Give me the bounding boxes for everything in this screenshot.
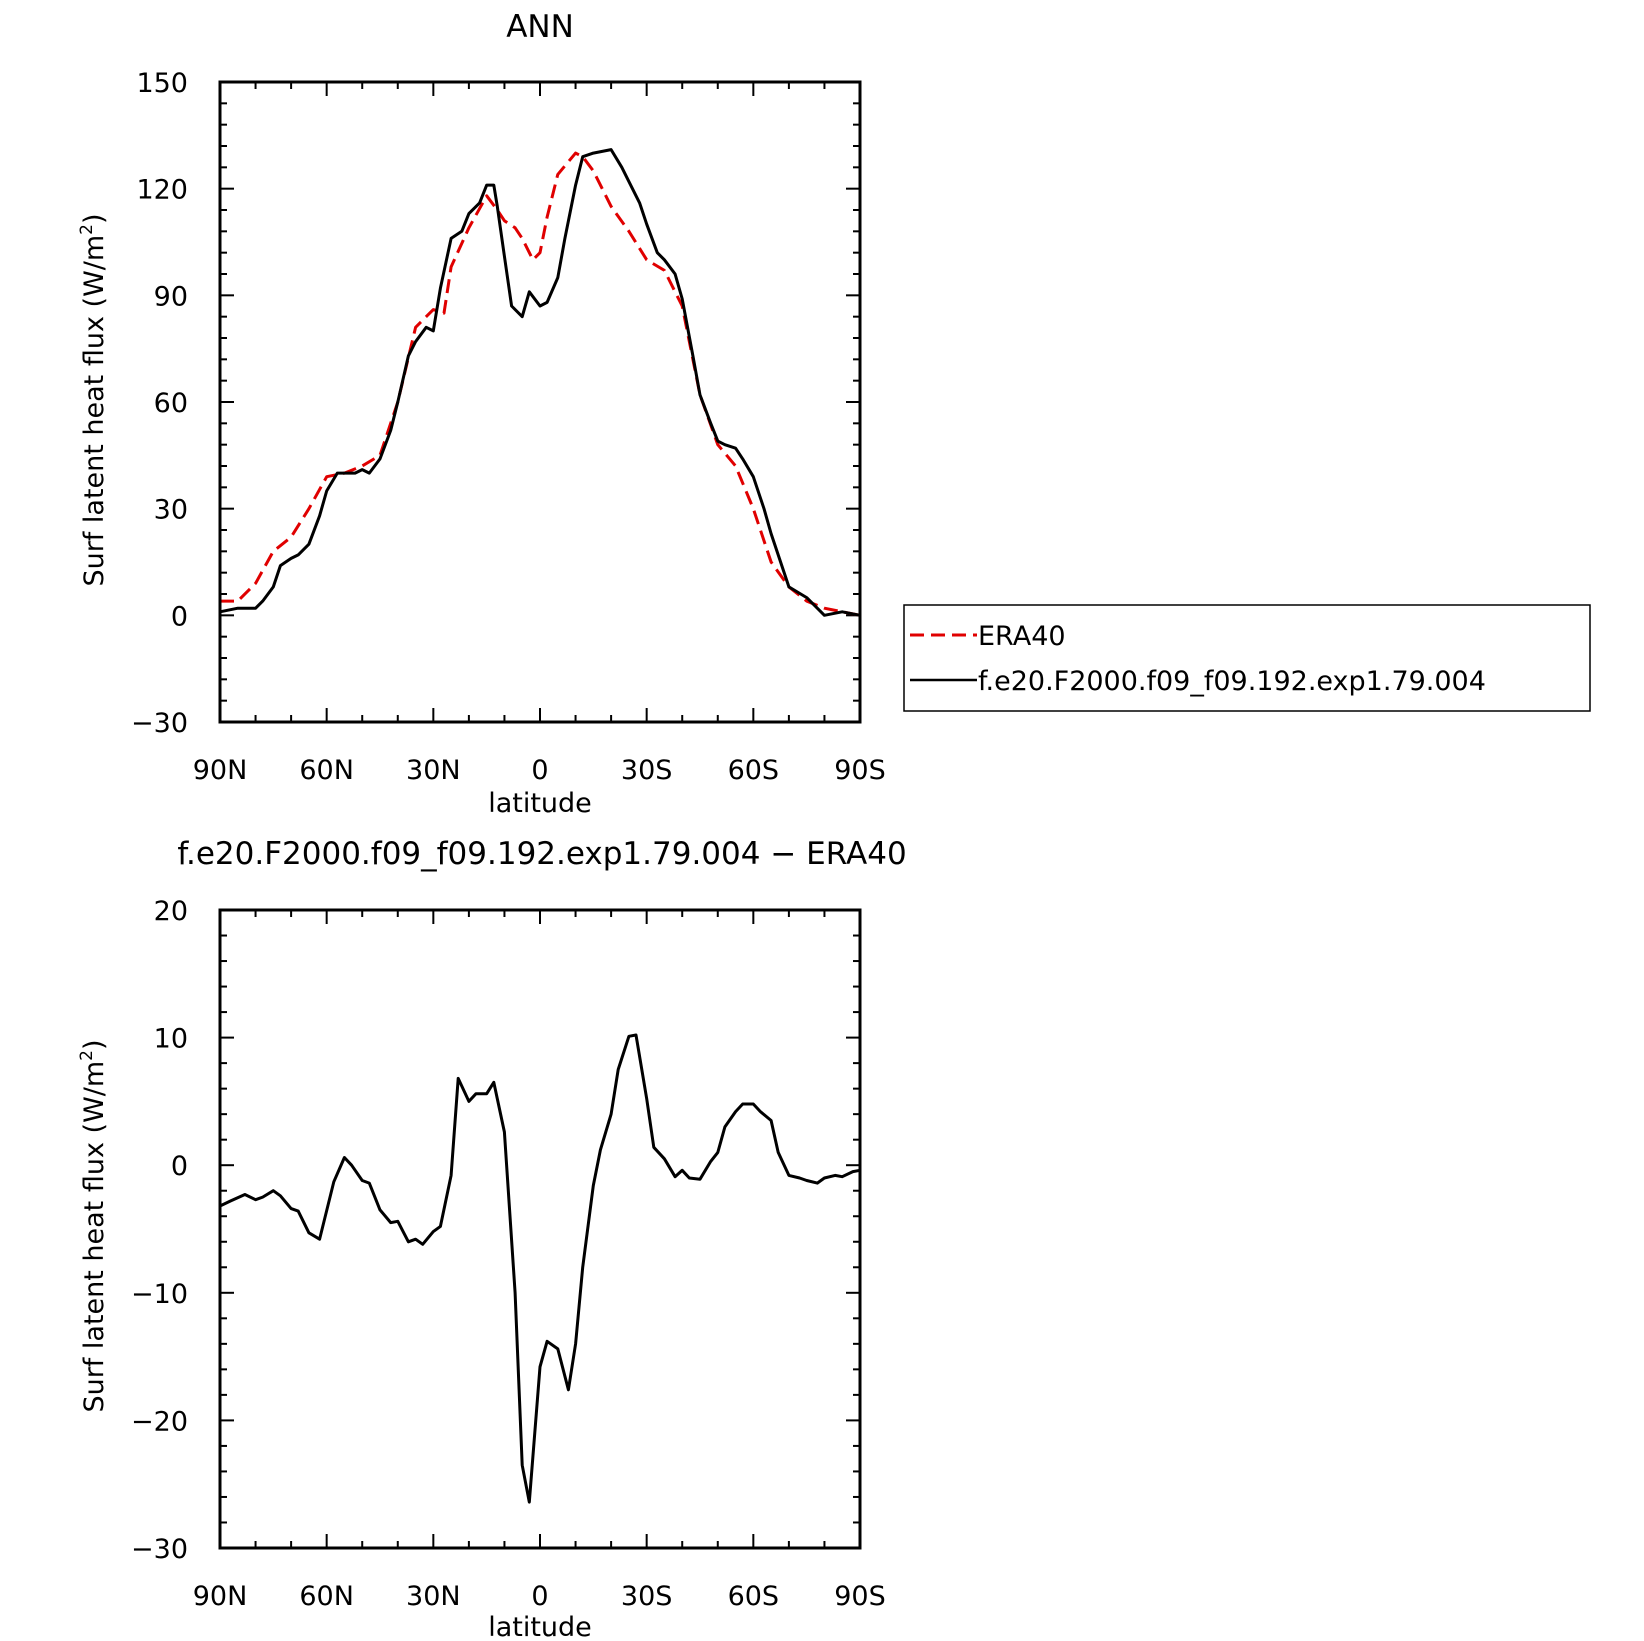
chart-ann: ANN 150 120 90 60 30 0 −30 90N 60N 30N 0 30S 60S 90S… xyxy=(77,9,1591,819)
x-tick-label: 0 xyxy=(531,1581,548,1612)
x-tick-label: 30N xyxy=(406,755,461,786)
x-axis-label: latitude xyxy=(488,1612,592,1641)
y-tick-label: −30 xyxy=(131,708,188,739)
axis-ticks xyxy=(219,81,861,723)
legend-label-era40: ERA40 xyxy=(978,621,1066,652)
x-tick-label: 90N xyxy=(193,755,248,786)
y-tick-labels: 20 10 0 −10 −20 −30 xyxy=(131,896,188,1565)
series-line-era40 xyxy=(220,151,861,617)
y-tick-label: −10 xyxy=(131,1279,188,1310)
axis-ticks xyxy=(219,909,861,1549)
x-tick-labels: 90N 60N 30N 0 30S 60S 90S xyxy=(193,755,886,786)
plot-frame xyxy=(218,908,862,1550)
x-tick-label: 60N xyxy=(299,1581,354,1612)
y-tick-label: 20 xyxy=(154,896,188,927)
legend-label-model: f.e20.F2000.f09_f09.192.exp1.79.004 xyxy=(978,666,1486,697)
x-tick-label: 0 xyxy=(531,755,548,786)
y-tick-label: 0 xyxy=(171,1151,188,1182)
y-tick-label: 30 xyxy=(154,495,188,526)
plot-lines xyxy=(219,148,861,617)
chart-title: f.e20.F2000.f09_f09.192.exp1.79.004 − ER… xyxy=(177,836,906,872)
plot-lines xyxy=(219,1033,861,1504)
plot-frame xyxy=(218,80,862,724)
legend: ERA40 f.e20.F2000.f09_f09.192.exp1.79.00… xyxy=(903,604,1591,712)
x-tick-label: 60N xyxy=(299,755,354,786)
x-tick-labels: 90N 60N 30N 0 30S 60S 90S xyxy=(193,1581,886,1612)
y-tick-label: 60 xyxy=(154,388,188,419)
y-tick-label: 0 xyxy=(171,601,188,632)
y-axis-label: Surf latent heat flux (W/m2) xyxy=(77,213,110,586)
x-tick-label: 30S xyxy=(621,1581,673,1612)
y-tick-label: 90 xyxy=(154,281,188,312)
x-axis-label: latitude xyxy=(488,788,592,819)
legend-box xyxy=(903,604,1591,712)
x-tick-label: 90S xyxy=(834,755,886,786)
y-tick-label: −20 xyxy=(131,1406,188,1437)
y-axis-label: Surf latent heat flux (W/m2) xyxy=(77,1039,110,1412)
series-line-model xyxy=(219,148,861,617)
y-tick-label: 120 xyxy=(136,175,188,206)
x-tick-label: 60S xyxy=(728,1581,780,1612)
x-tick-label: 30S xyxy=(621,755,673,786)
x-tick-label: 90N xyxy=(193,1581,248,1612)
chart-difference: f.e20.F2000.f09_f09.192.exp1.79.004 − ER… xyxy=(77,836,907,1641)
y-tick-label: 150 xyxy=(136,68,188,99)
y-tick-labels: 150 120 90 60 30 0 −30 xyxy=(131,68,188,739)
x-tick-label: 90S xyxy=(834,1581,886,1612)
y-tick-label: 10 xyxy=(154,1024,188,1055)
series-line-difference xyxy=(219,1033,861,1504)
x-tick-label: 60S xyxy=(728,755,780,786)
x-tick-label: 30N xyxy=(406,1581,461,1612)
y-tick-label: −30 xyxy=(131,1534,188,1565)
chart-title: ANN xyxy=(506,9,574,45)
